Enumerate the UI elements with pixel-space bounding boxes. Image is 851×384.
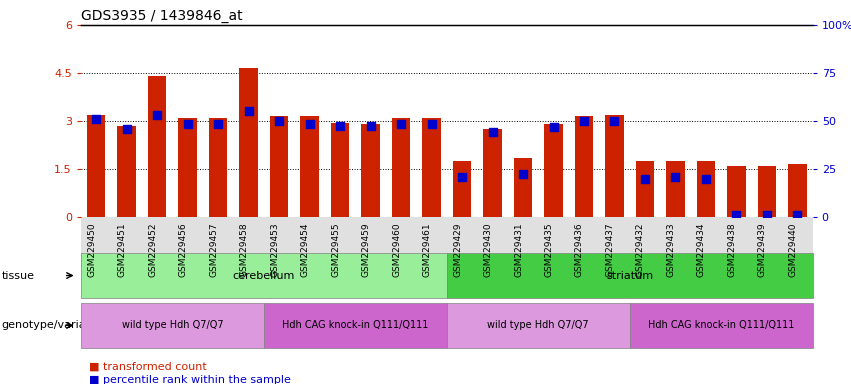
Bar	[300, 116, 318, 217]
Text: striatum: striatum	[606, 270, 654, 281]
Point	[180, 121, 194, 127]
Point	[303, 121, 317, 127]
Text: GSM229458: GSM229458	[240, 223, 248, 277]
Text: GSM229435: GSM229435	[545, 223, 553, 277]
Point	[120, 126, 134, 132]
Text: GSM229452: GSM229452	[148, 223, 157, 277]
Text: cerebellum: cerebellum	[232, 270, 295, 281]
Text: GSM229456: GSM229456	[179, 223, 187, 277]
Point	[791, 212, 804, 218]
Text: GSM229433: GSM229433	[666, 223, 676, 277]
Point	[577, 118, 591, 124]
Bar	[788, 164, 807, 217]
Text: GSM229454: GSM229454	[300, 223, 310, 277]
Point	[669, 174, 683, 180]
Text: GSM229429: GSM229429	[453, 223, 462, 277]
Point	[394, 121, 408, 127]
Point	[363, 123, 377, 129]
Text: GSM229439: GSM229439	[758, 223, 767, 277]
Text: GSM229438: GSM229438	[728, 223, 736, 277]
Text: genotype/variation: genotype/variation	[2, 320, 108, 331]
Text: GSM229432: GSM229432	[636, 223, 645, 277]
Text: GSM229455: GSM229455	[331, 223, 340, 277]
Text: GSM229440: GSM229440	[789, 223, 797, 277]
Point	[486, 129, 500, 135]
Bar	[209, 118, 227, 217]
Text: Hdh CAG knock-in Q111/Q111: Hdh CAG knock-in Q111/Q111	[282, 320, 429, 331]
Bar	[87, 114, 106, 217]
Text: GSM229437: GSM229437	[606, 223, 614, 277]
Text: ■ transformed count: ■ transformed count	[89, 362, 207, 372]
Point	[608, 118, 621, 124]
Text: GSM229434: GSM229434	[697, 223, 706, 277]
Text: ■ percentile rank within the sample: ■ percentile rank within the sample	[89, 375, 291, 384]
Point	[89, 116, 103, 122]
Bar	[270, 116, 288, 217]
Bar	[148, 76, 166, 217]
Bar	[422, 118, 441, 217]
Point	[760, 212, 774, 218]
Point	[151, 111, 164, 118]
Bar	[239, 68, 258, 217]
Bar	[757, 166, 776, 217]
Point	[272, 118, 286, 124]
Point	[729, 212, 743, 218]
Point	[700, 175, 713, 182]
Text: GSM229453: GSM229453	[270, 223, 279, 277]
Bar	[179, 118, 197, 217]
Bar	[666, 161, 684, 217]
Bar	[483, 129, 501, 217]
Bar	[117, 126, 135, 217]
Text: GSM229431: GSM229431	[514, 223, 523, 277]
Bar	[728, 166, 745, 217]
Text: wild type Hdh Q7/Q7: wild type Hdh Q7/Q7	[488, 320, 589, 331]
Text: GSM229460: GSM229460	[392, 223, 401, 277]
Point	[334, 123, 347, 129]
Point	[638, 175, 652, 182]
Text: wild type Hdh Q7/Q7: wild type Hdh Q7/Q7	[122, 320, 223, 331]
Point	[242, 108, 255, 114]
Point	[546, 124, 560, 131]
Bar	[574, 116, 593, 217]
Text: tissue: tissue	[2, 270, 35, 281]
Point	[517, 171, 530, 177]
Point	[455, 174, 469, 180]
Text: Hdh CAG knock-in Q111/Q111: Hdh CAG knock-in Q111/Q111	[648, 320, 795, 331]
Text: GSM229450: GSM229450	[87, 223, 96, 277]
Text: GSM229430: GSM229430	[483, 223, 493, 277]
Text: GSM229451: GSM229451	[117, 223, 127, 277]
Bar	[331, 122, 349, 217]
Bar	[514, 158, 532, 217]
Text: GSM229461: GSM229461	[423, 223, 431, 277]
Bar	[545, 124, 563, 217]
Text: GSM229459: GSM229459	[362, 223, 370, 277]
Text: GDS3935 / 1439846_at: GDS3935 / 1439846_at	[81, 8, 243, 23]
Bar	[453, 161, 471, 217]
Bar	[697, 161, 715, 217]
Point	[211, 121, 225, 127]
Bar	[636, 161, 654, 217]
Bar	[391, 118, 410, 217]
Bar	[362, 124, 380, 217]
Point	[425, 121, 438, 127]
Text: GSM229436: GSM229436	[575, 223, 584, 277]
Text: GSM229457: GSM229457	[209, 223, 218, 277]
Bar	[605, 114, 624, 217]
